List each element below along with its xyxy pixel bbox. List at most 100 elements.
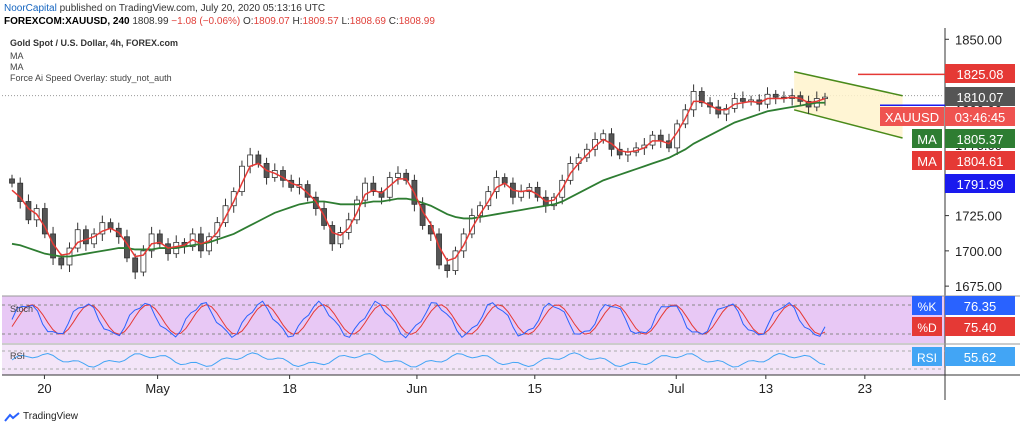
candle — [50, 233, 56, 259]
x-tick-label: 20 — [37, 381, 51, 396]
candle — [345, 219, 352, 233]
candle — [395, 172, 401, 178]
x-tick-label: May — [145, 381, 170, 396]
candle — [452, 250, 459, 272]
candle — [723, 108, 730, 115]
ohlc-line: FOREXCOM:XAUUSD, 240 1808.99 −1.08 (−0.0… — [4, 16, 435, 27]
candle — [41, 208, 48, 235]
x-tick-label: 15 — [528, 381, 542, 396]
candle — [17, 182, 24, 202]
indicator-value-bg — [945, 296, 1015, 315]
candle — [58, 257, 65, 266]
candle — [567, 163, 574, 181]
price-label: 1804.61 — [957, 154, 1004, 169]
price-tag-bg — [912, 129, 942, 148]
candle — [460, 233, 467, 252]
indicator-value: 75.40 — [964, 320, 997, 335]
tradingview-logo-icon — [4, 411, 20, 422]
price-tag-name: MA — [917, 154, 937, 169]
price-label-bg — [945, 129, 1015, 148]
stoch-pane-bg — [2, 296, 945, 343]
candle — [107, 222, 114, 229]
price-label-bg — [945, 87, 1015, 106]
price-label: 1810.07 — [957, 90, 1004, 105]
candle — [354, 199, 360, 221]
price-label: 1805.37 — [957, 132, 1004, 147]
indicator-tag-name: %D — [917, 321, 937, 335]
high-label: H: — [292, 16, 303, 27]
x-tick-label: 23 — [858, 381, 872, 396]
ma-legend-1[interactable]: MA — [10, 51, 24, 61]
y-tick-label: 1725.00 — [955, 209, 1002, 224]
indicator-tag-bg — [912, 317, 942, 336]
candle — [140, 250, 147, 273]
publisher-name[interactable]: NoorCapital — [4, 3, 57, 14]
y-tick-label: 1850.00 — [955, 32, 1002, 47]
overlay-legend[interactable]: Force Ai Speed Overlay: study_not_auth — [10, 73, 172, 83]
indicator-value: 55.62 — [964, 350, 997, 365]
tradingview-brand[interactable]: TradingView — [4, 411, 78, 422]
price-label-bg — [945, 107, 1015, 126]
indicator-value: 76.35 — [964, 299, 997, 314]
candle — [583, 148, 590, 159]
candle — [99, 222, 106, 235]
candle — [91, 233, 98, 245]
candle — [337, 232, 344, 245]
publisher-line: NoorCapital published on TradingView.com… — [4, 3, 325, 14]
candle — [739, 98, 746, 102]
indicator-tag-bg — [912, 296, 942, 315]
price-label: 1791.99 — [957, 177, 1004, 192]
open-label: O: — [243, 16, 254, 27]
x-tick-label: Jun — [406, 381, 427, 396]
x-tick-label: 18 — [282, 381, 296, 396]
published-text: published on TradingView.com, July 20, 2… — [59, 3, 326, 14]
candle — [25, 201, 32, 221]
high-value: 1809.57 — [302, 16, 339, 27]
rsi-line — [11, 352, 826, 368]
candle — [132, 257, 139, 273]
candle — [214, 222, 221, 238]
ma-fast-line — [11, 96, 826, 262]
tradingview-brand-label: TradingView — [23, 411, 79, 422]
x-tick-label: 13 — [759, 381, 773, 396]
price-label-bg — [945, 174, 1015, 193]
candle — [551, 196, 557, 207]
y-tick-label: 1675.00 — [955, 279, 1002, 294]
candle — [74, 229, 81, 249]
candle — [501, 177, 508, 184]
candle — [206, 236, 212, 252]
candle — [600, 133, 607, 140]
price-change: −1.08 (−0.06%) — [171, 16, 241, 27]
ma-legend-2[interactable]: MA — [10, 62, 24, 72]
price-tag-name: XAUUSD — [885, 110, 939, 125]
stoch-legend[interactable]: Stoch — [10, 304, 34, 314]
price-label: 1825.08 — [957, 67, 1004, 82]
candle — [83, 229, 89, 245]
candle — [156, 233, 163, 245]
last-price: 1808.99 — [132, 16, 169, 27]
price-tag-bg — [880, 107, 944, 126]
candle — [148, 233, 155, 252]
price-label-bg — [945, 64, 1015, 83]
channel-lower-line — [793, 109, 903, 139]
indicator-tag-bg — [912, 347, 942, 366]
price-tag-name: MA — [917, 132, 937, 147]
candle — [329, 225, 336, 245]
candle — [698, 91, 705, 104]
candle — [230, 191, 237, 207]
rsi-legend[interactable]: RSI — [10, 351, 26, 361]
candle — [444, 264, 451, 272]
candle — [247, 154, 254, 167]
chart-title: Gold Spot / U.S. Dollar, 4h, FOREX.com — [10, 38, 179, 48]
indicator-value-bg — [945, 347, 1015, 366]
indicator-value-bg — [945, 317, 1015, 336]
rsi-pane-bg — [2, 345, 945, 375]
indicator-tag-name: %K — [918, 300, 937, 314]
channel-upper-line — [793, 70, 903, 97]
open-value: 1809.07 — [253, 16, 290, 27]
candle — [378, 191, 385, 198]
price-label: 03:46:45 — [955, 110, 1006, 125]
close-label: C: — [388, 16, 399, 27]
low-label: L: — [341, 16, 350, 27]
